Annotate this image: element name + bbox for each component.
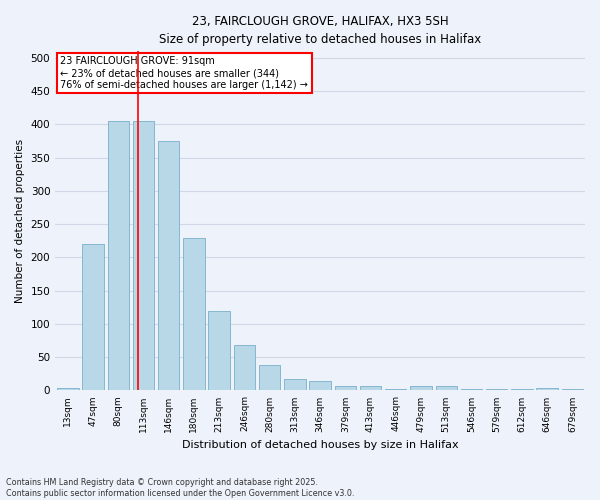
Bar bbox=[158, 141, 179, 390]
Bar bbox=[208, 310, 230, 390]
Bar bbox=[82, 244, 104, 390]
Y-axis label: Number of detached properties: Number of detached properties bbox=[15, 139, 25, 303]
Bar bbox=[360, 386, 381, 390]
Bar bbox=[107, 121, 129, 390]
Bar bbox=[183, 238, 205, 390]
Title: 23, FAIRCLOUGH GROVE, HALIFAX, HX3 5SH
Size of property relative to detached hou: 23, FAIRCLOUGH GROVE, HALIFAX, HX3 5SH S… bbox=[159, 15, 481, 46]
Bar bbox=[410, 386, 432, 390]
Bar bbox=[511, 389, 533, 390]
Bar bbox=[385, 389, 406, 390]
Bar bbox=[486, 389, 508, 390]
X-axis label: Distribution of detached houses by size in Halifax: Distribution of detached houses by size … bbox=[182, 440, 458, 450]
Bar bbox=[57, 388, 79, 390]
Bar bbox=[133, 121, 154, 390]
Bar bbox=[310, 381, 331, 390]
Text: 23 FAIRCLOUGH GROVE: 91sqm
← 23% of detached houses are smaller (344)
76% of sem: 23 FAIRCLOUGH GROVE: 91sqm ← 23% of deta… bbox=[61, 56, 308, 90]
Bar bbox=[259, 365, 280, 390]
Bar bbox=[284, 379, 305, 390]
Bar bbox=[335, 386, 356, 390]
Text: Contains HM Land Registry data © Crown copyright and database right 2025.
Contai: Contains HM Land Registry data © Crown c… bbox=[6, 478, 355, 498]
Bar bbox=[461, 389, 482, 390]
Bar bbox=[233, 345, 255, 391]
Bar bbox=[436, 386, 457, 390]
Bar bbox=[536, 388, 558, 390]
Bar bbox=[562, 389, 583, 390]
